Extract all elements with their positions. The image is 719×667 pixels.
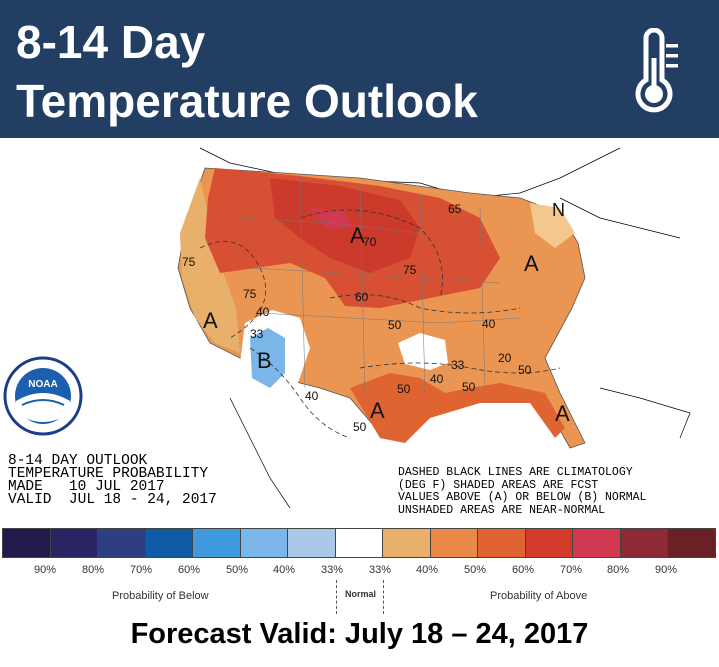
scale-swatch-2 <box>97 528 145 558</box>
scale-swatch-3 <box>144 528 193 558</box>
scale-swatch-5 <box>239 528 288 558</box>
outlook-map: A A A A A B N 75 75 70 75 65 60 40 50 40… <box>177 147 691 509</box>
normal-separator-right <box>383 580 384 614</box>
tick-below-60: 60% <box>177 564 201 576</box>
tick-below-50: 50% <box>225 564 249 576</box>
contour-70-n: 70 <box>363 235 377 249</box>
title-line-1: 8-14 Day <box>16 16 206 68</box>
scale-swatch-10 <box>477 528 525 558</box>
contour-33-se: 33 <box>451 358 465 372</box>
label-a-south: A <box>370 398 385 423</box>
label-a-east: A <box>524 251 539 276</box>
tick-above-40: 40% <box>415 564 439 576</box>
contour-40-sw: 40 <box>305 389 319 403</box>
contour-50-txs: 50 <box>353 420 367 434</box>
scale-swatch-8 <box>382 528 430 558</box>
noaa-logo-text: NOAA <box>28 379 57 390</box>
contour-50-c: 50 <box>388 318 402 332</box>
contour-75-w: 75 <box>243 287 257 301</box>
central-near-normal <box>398 333 448 370</box>
scale-swatch-12 <box>572 528 620 558</box>
probability-above-label: Probability of Above <box>490 590 588 602</box>
scale-swatch-11 <box>524 528 573 558</box>
tick-above-33: 33% <box>368 564 392 576</box>
contour-50-se: 50 <box>518 363 532 377</box>
scale-swatch-7 <box>334 528 383 558</box>
thermometer-icon <box>635 28 678 113</box>
south-high-prob <box>350 373 565 443</box>
contour-20: 20 <box>498 351 512 365</box>
probability-below-label: Probability of Below <box>112 590 209 602</box>
tick-below-40: 40% <box>272 564 296 576</box>
normal-separator-left <box>336 580 337 614</box>
label-b-southwest: B <box>257 348 272 373</box>
contour-75-nw: 75 <box>182 255 196 269</box>
scale-swatch-6 <box>287 528 335 558</box>
tick-above-90: 90% <box>654 564 678 576</box>
tick-below-80: 80% <box>81 564 105 576</box>
title-line-2: Temperature Outlook <box>16 75 478 127</box>
contour-33-sw: 33 <box>250 327 264 341</box>
contour-65-ne: 65 <box>448 202 462 216</box>
tick-above-70: 70% <box>559 564 583 576</box>
noaa-logo: NOAA <box>3 356 83 436</box>
contour-75-mid: 75 <box>403 263 417 277</box>
label-a-north: A <box>350 223 365 248</box>
header-banner: 8-14 Day Temperature Outlook <box>0 0 719 138</box>
tick-above-50: 50% <box>463 564 487 576</box>
label-n-northeast: N <box>552 200 565 220</box>
contour-50-gulf: 50 <box>462 380 476 394</box>
tick-below-90: 90% <box>33 564 57 576</box>
outer-light-band <box>180 178 240 353</box>
outlook-info-text: 8-14 DAY OUTLOOK TEMPERATURE PROBABILITY… <box>8 453 217 508</box>
label-a-florida: A <box>555 401 570 426</box>
contour-60: 60 <box>355 290 369 304</box>
tick-below-70: 70% <box>129 564 153 576</box>
contour-40-e: 40 <box>482 317 496 331</box>
scale-swatch-14 <box>667 528 716 558</box>
northeast-near-normal <box>530 203 575 248</box>
scale-swatch-4 <box>192 528 240 558</box>
map-note-text: DASHED BLACK LINES ARE CLIMATOLOGY (DEG … <box>398 466 647 517</box>
contour-40-w: 40 <box>256 305 270 319</box>
contour-40-tx: 40 <box>430 372 444 386</box>
tick-above-60: 60% <box>511 564 535 576</box>
scale-swatch-0 <box>2 528 50 558</box>
tick-above-80: 80% <box>606 564 630 576</box>
contour-50-tx: 50 <box>397 382 411 396</box>
label-a-west: A <box>203 308 218 333</box>
forecast-valid-footer: Forecast Valid: July 18 – 24, 2017 <box>130 618 589 650</box>
scale-swatch-13 <box>619 528 668 558</box>
probability-color-scale <box>2 528 716 558</box>
scale-swatch-9 <box>429 528 478 558</box>
southwest-below-region <box>250 328 285 388</box>
scale-swatch-1 <box>49 528 98 558</box>
tick-below-33: 33% <box>320 564 344 576</box>
normal-label: Normal <box>345 589 377 599</box>
